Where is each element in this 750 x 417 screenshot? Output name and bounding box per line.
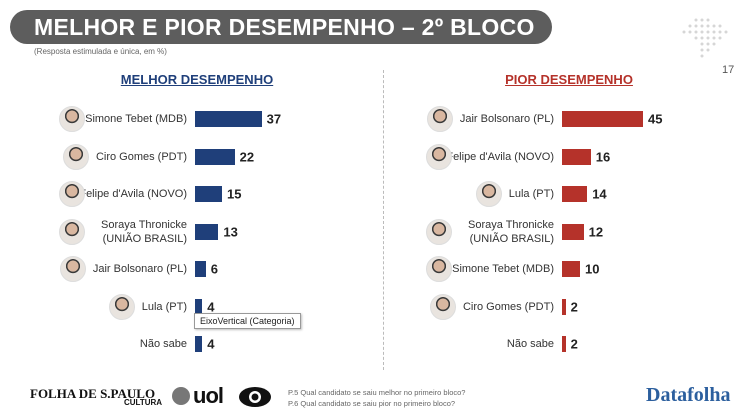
value-label: 2 — [570, 299, 578, 314]
divider — [383, 70, 384, 370]
category-label: Não sabe — [506, 338, 554, 350]
bar — [562, 148, 591, 165]
value-label: 2 — [570, 336, 578, 352]
logo-folha: FOLHA DE S.PAULO — [30, 386, 156, 401]
value-label: 4 — [207, 336, 215, 352]
bar — [195, 111, 262, 127]
value-label: 4 — [207, 299, 215, 314]
title-pill — [10, 10, 552, 44]
category-label: Lula (PT) — [141, 300, 187, 313]
category-label: Jair Bolsonaro (PL) — [459, 113, 554, 125]
category-label: Jair Bolsonaro (PL) — [92, 263, 187, 275]
chart-title: PIOR DESEMPENHO — [505, 72, 633, 87]
bar — [562, 336, 566, 352]
avatar — [426, 218, 452, 245]
bar — [195, 336, 203, 352]
bar — [195, 186, 222, 202]
bar — [195, 261, 206, 277]
value-label: 12 — [588, 224, 604, 239]
category-label: Soraya Thronicke (UNIÃO BRASIL) — [100, 218, 187, 245]
value-label: 37 — [266, 111, 282, 127]
page-number: 17 — [722, 64, 735, 76]
bar — [195, 223, 219, 240]
avatar — [59, 181, 85, 207]
logo-cultura: CULTURA — [124, 398, 163, 407]
bar — [562, 186, 588, 202]
map-icon — [682, 18, 728, 58]
category-label: Não sabe — [139, 338, 187, 350]
avatar — [429, 293, 456, 320]
logo-datafolha: Datafolha — [646, 384, 731, 406]
value-label: 15 — [227, 186, 242, 202]
avatar — [59, 256, 86, 282]
category-label: Ciro Gomes (PDT) — [95, 150, 187, 163]
logo-circle — [172, 387, 190, 405]
footnote: P.6 Qual candidato se saiu pior no prime… — [288, 399, 456, 408]
category-label: Felipe d'Avila (NOVO) — [446, 150, 554, 163]
avatar — [426, 256, 452, 282]
footnote: P.5 Qual candidato se saiu melhor no pri… — [288, 388, 466, 397]
chart-title: MELHOR DESEMPENHO — [120, 72, 274, 87]
avatar — [62, 143, 89, 170]
value-label: 10 — [585, 261, 600, 277]
avatar — [426, 143, 452, 170]
avatar — [59, 218, 85, 245]
bar — [562, 223, 584, 240]
avatar — [426, 106, 453, 132]
subtitle: (Resposta estimulada e única, em %) — [34, 47, 167, 56]
bar — [562, 298, 566, 315]
tooltip: EixoVertical (Categoria) — [194, 313, 301, 329]
category-label: Lula (PT) — [508, 188, 554, 200]
bar — [562, 111, 643, 127]
avatar — [108, 293, 135, 320]
category-label: Simone Tebet (MDB) — [452, 263, 554, 275]
category-label: Soraya Thronicke (UNIÃO BRASIL) — [467, 218, 554, 245]
logo-band — [239, 387, 271, 407]
title: MELHOR E PIOR DESEMPENHO – 2º BLOCO — [34, 14, 535, 40]
logo-uol: uol — [193, 383, 224, 408]
value-label: 6 — [210, 261, 219, 277]
value-label: 22 — [239, 149, 255, 164]
bar — [562, 261, 580, 277]
bar — [195, 298, 203, 315]
value-label: 16 — [595, 149, 611, 164]
avatar — [59, 106, 85, 132]
value-label: 45 — [648, 111, 663, 127]
avatar — [475, 181, 502, 207]
bar — [195, 148, 235, 165]
value-label: 13 — [223, 224, 238, 239]
category-label: Felipe d'Avila (NOVO) — [79, 188, 187, 200]
category-label: Ciro Gomes (PDT) — [462, 300, 554, 313]
category-label: Simone Tebet (MDB) — [85, 113, 187, 125]
value-label: 14 — [592, 186, 607, 202]
